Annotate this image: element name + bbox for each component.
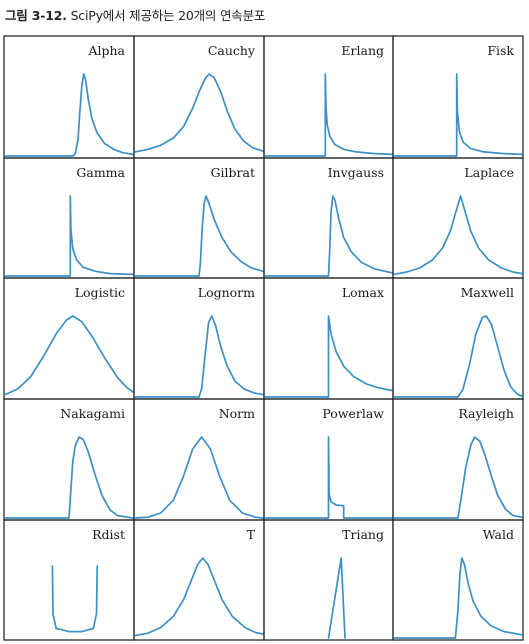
- panel-rayleigh: Rayleigh: [392, 398, 524, 521]
- panel-title-lomax: Lomax: [342, 285, 384, 300]
- panel-lomax: Lomax: [263, 277, 394, 400]
- pdf-curve-maxwell: [393, 315, 523, 398]
- pdf-curve-laplace: [393, 195, 523, 276]
- panel-laplace: Laplace: [392, 157, 524, 279]
- panel-title-cauchy: Cauchy: [208, 43, 256, 58]
- panel-title-powerlaw: Powerlaw: [322, 406, 384, 421]
- pdf-curve-norm: [134, 436, 264, 519]
- panel-title-erlang: Erlang: [341, 43, 384, 58]
- figure-caption: 그림 3-12. SciPy에서 제공하는 20개의 연속분포: [5, 5, 265, 27]
- panel-title-rdist: Rdist: [92, 527, 125, 542]
- pdf-curve-wald: [393, 557, 523, 639]
- panel-title-norm: Norm: [219, 406, 255, 421]
- pdf-curve-erlang: [264, 73, 393, 157]
- panel-title-laplace: Laplace: [464, 165, 514, 180]
- pdf-curve-lognorm: [134, 315, 264, 398]
- panel-title-t: T: [247, 527, 256, 542]
- panel-title-gamma: Gamma: [76, 165, 125, 180]
- panel-t: T: [133, 519, 265, 641]
- pdf-curve-rayleigh: [393, 436, 523, 519]
- panel-norm: Norm: [133, 398, 265, 521]
- panel-title-triang: Triang: [342, 527, 384, 542]
- pdf-curve-t: [134, 557, 264, 637]
- pdf-curve-lomax: [264, 315, 393, 398]
- panel-gamma: Gamma: [3, 157, 135, 279]
- pdf-curve-triang: [327, 557, 346, 639]
- panel-title-invgauss: Invgauss: [328, 165, 384, 180]
- panel-logistic: Logistic: [3, 277, 135, 400]
- pdf-curve-invgauss: [264, 195, 393, 277]
- pdf-curve-gilbrat: [134, 195, 264, 277]
- panel-title-rayleigh: Rayleigh: [458, 406, 514, 421]
- panel-powerlaw: Powerlaw: [263, 398, 394, 521]
- pdf-curve-nakagami: [4, 436, 134, 519]
- panel-title-logistic: Logistic: [75, 285, 125, 300]
- panel-wald: Wald: [392, 519, 524, 641]
- panel-gilbrat: Gilbrat: [133, 157, 265, 279]
- pdf-curve-cauchy: [134, 73, 264, 153]
- panel-title-alpha: Alpha: [87, 43, 125, 58]
- pdf-curve-gamma: [4, 195, 134, 277]
- pdf-curve-powerlaw: [264, 436, 393, 519]
- figure-number: 그림 3-12.: [5, 8, 67, 23]
- panel-frame-wald: [392, 519, 524, 641]
- panel-title-gilbrat: Gilbrat: [211, 165, 255, 180]
- panel-nakagami: Nakagami: [3, 398, 135, 521]
- figure-caption-text: SciPy에서 제공하는 20개의 연속분포: [70, 8, 266, 23]
- panel-invgauss: Invgauss: [263, 157, 394, 279]
- panel-title-lognorm: Lognorm: [198, 285, 255, 300]
- panel-triang: Triang: [263, 519, 394, 641]
- panel-title-maxwell: Maxwell: [461, 285, 514, 300]
- panel-title-nakagami: Nakagami: [60, 406, 125, 421]
- panel-frame-t: [133, 519, 265, 641]
- panel-rdist: Rdist: [3, 519, 135, 641]
- panel-title-fisk: Fisk: [487, 43, 514, 58]
- panel-lognorm: Lognorm: [133, 277, 265, 400]
- panel-fisk: Fisk: [392, 35, 524, 159]
- pdf-curve-logistic: [4, 315, 134, 396]
- panel-cauchy: Cauchy: [133, 35, 265, 159]
- pdf-curve-rdist: [51, 565, 99, 633]
- panel-maxwell: Maxwell: [392, 277, 524, 400]
- pdf-curve-fisk: [393, 73, 523, 157]
- panel-alpha: Alpha: [3, 35, 135, 159]
- panel-erlang: Erlang: [263, 35, 394, 159]
- panel-title-wald: Wald: [483, 527, 514, 542]
- pdf-curve-alpha: [4, 73, 134, 157]
